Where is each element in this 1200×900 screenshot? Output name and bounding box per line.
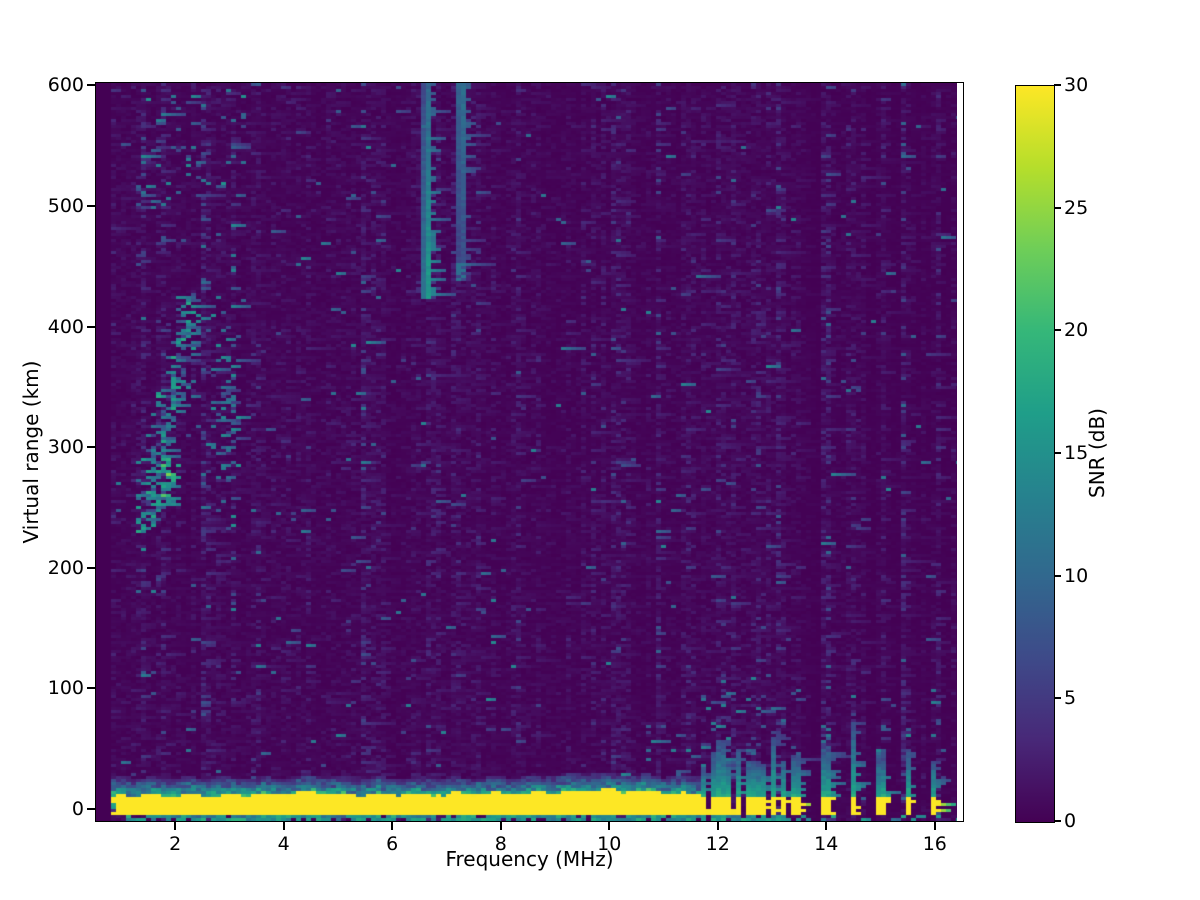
x-tick <box>391 822 394 830</box>
x-tick-label: 14 <box>814 833 839 855</box>
x-tick <box>174 822 177 830</box>
x-tick-label: 16 <box>922 833 947 855</box>
y-tick <box>87 325 95 328</box>
colorbar-tick <box>1054 329 1061 332</box>
y-tick <box>87 807 95 810</box>
colorbar-label: SNR (dB) <box>1085 408 1109 498</box>
x-tick <box>825 822 828 830</box>
colorbar-tick-label: 15 <box>1064 442 1089 464</box>
y-tick <box>87 205 95 207</box>
y-tick <box>87 446 95 449</box>
x-tick-label: 10 <box>597 833 622 855</box>
colorbar-tick <box>1054 574 1061 577</box>
y-tick-label: 600 <box>47 74 84 97</box>
y-tick <box>87 84 95 87</box>
colorbar-tick <box>1054 206 1061 209</box>
colorbar <box>1015 85 1055 823</box>
y-tick-label: 200 <box>47 556 84 579</box>
x-tick-label: 4 <box>277 833 290 855</box>
colorbar-tick <box>1054 84 1061 86</box>
x-tick <box>282 822 285 830</box>
y-tick-label: 100 <box>47 677 84 700</box>
x-tick-label: 8 <box>494 833 507 855</box>
x-tick <box>933 822 936 830</box>
y-tick-label: 500 <box>47 195 84 217</box>
colorbar-tick-label: 0 <box>1064 810 1077 832</box>
y-tick-label: 0 <box>71 797 84 820</box>
x-tick <box>716 822 719 830</box>
colorbar-tick-label: 20 <box>1064 319 1089 342</box>
x-tick-label: 6 <box>386 833 399 855</box>
x-tick <box>608 822 611 830</box>
y-tick <box>87 687 95 690</box>
heatmap-canvas <box>96 83 957 821</box>
colorbar-tick-label: 30 <box>1064 74 1089 96</box>
colorbar-tick <box>1054 452 1061 454</box>
colorbar-tick-label: 5 <box>1064 687 1077 710</box>
x-axis-label: Frequency (MHz) <box>445 847 614 871</box>
colorbar-tick <box>1054 820 1061 822</box>
colorbar-tick-label: 10 <box>1064 564 1089 587</box>
x-tick <box>499 822 502 830</box>
plot-area <box>95 82 964 822</box>
colorbar-tick-label: 25 <box>1064 196 1089 219</box>
x-tick-label: 2 <box>169 833 182 855</box>
x-tick-label: 12 <box>705 833 730 855</box>
colorbar-tick <box>1054 697 1061 700</box>
y-tick-label: 300 <box>47 436 84 459</box>
y-tick-label: 400 <box>47 315 84 338</box>
y-tick <box>87 566 95 569</box>
